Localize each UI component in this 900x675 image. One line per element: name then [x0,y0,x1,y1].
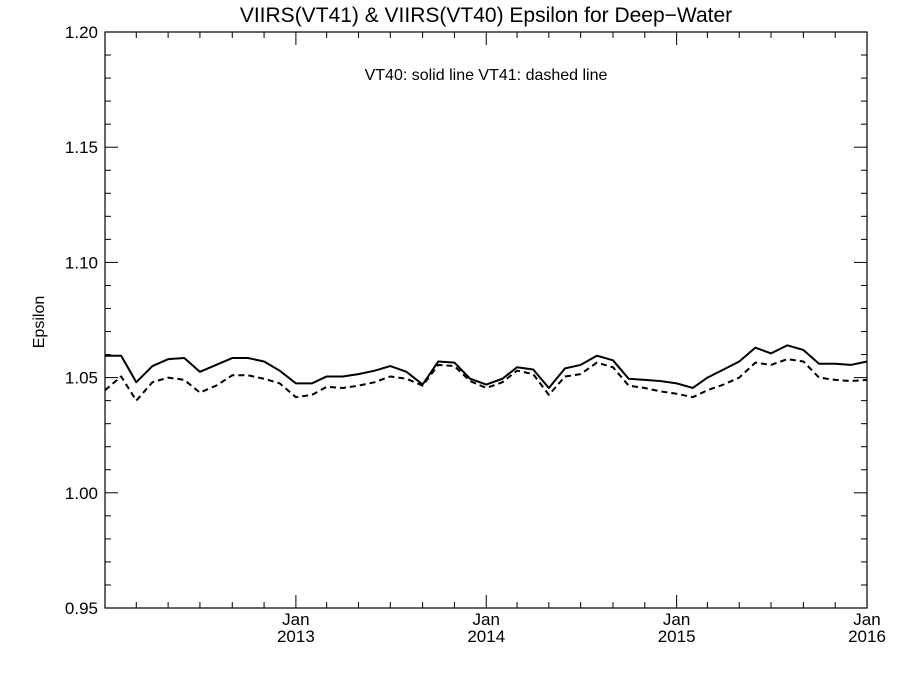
x-tick-label-month: Jan [473,610,500,629]
chart-title: VIIRS(VT41) & VIIRS(VT40) Epsilon for De… [240,4,732,27]
series-line-vt41 [104,358,868,402]
y-tick-label: 1.10 [65,253,98,272]
y-tick-label: 1.20 [65,23,98,42]
series-layer [104,344,868,402]
plot-frame [104,31,868,609]
y-tick-label: 1.00 [65,484,98,503]
y-tick-label: 1.15 [65,138,98,157]
x-tick-label-month: Jan [853,610,880,629]
x-tick-label-year: 2016 [848,627,886,646]
x-tick-label-month: Jan [663,610,690,629]
x-tick-label-year: 2015 [658,627,696,646]
chart-annotation: VT40: solid line VT41: dashed line [365,67,608,84]
x-tick-label-month: Jan [282,610,309,629]
y-axis-label: Epsilon [31,296,48,348]
axes-layer: 0.951.001.051.101.151.20Jan2013Jan2014Ja… [65,23,886,646]
series-line-vt40 [105,344,868,389]
x-tick-label-year: 2013 [277,627,315,646]
y-tick-label: 0.95 [65,599,98,618]
x-tick-label-year: 2014 [467,627,505,646]
y-tick-label: 1.05 [65,369,98,388]
